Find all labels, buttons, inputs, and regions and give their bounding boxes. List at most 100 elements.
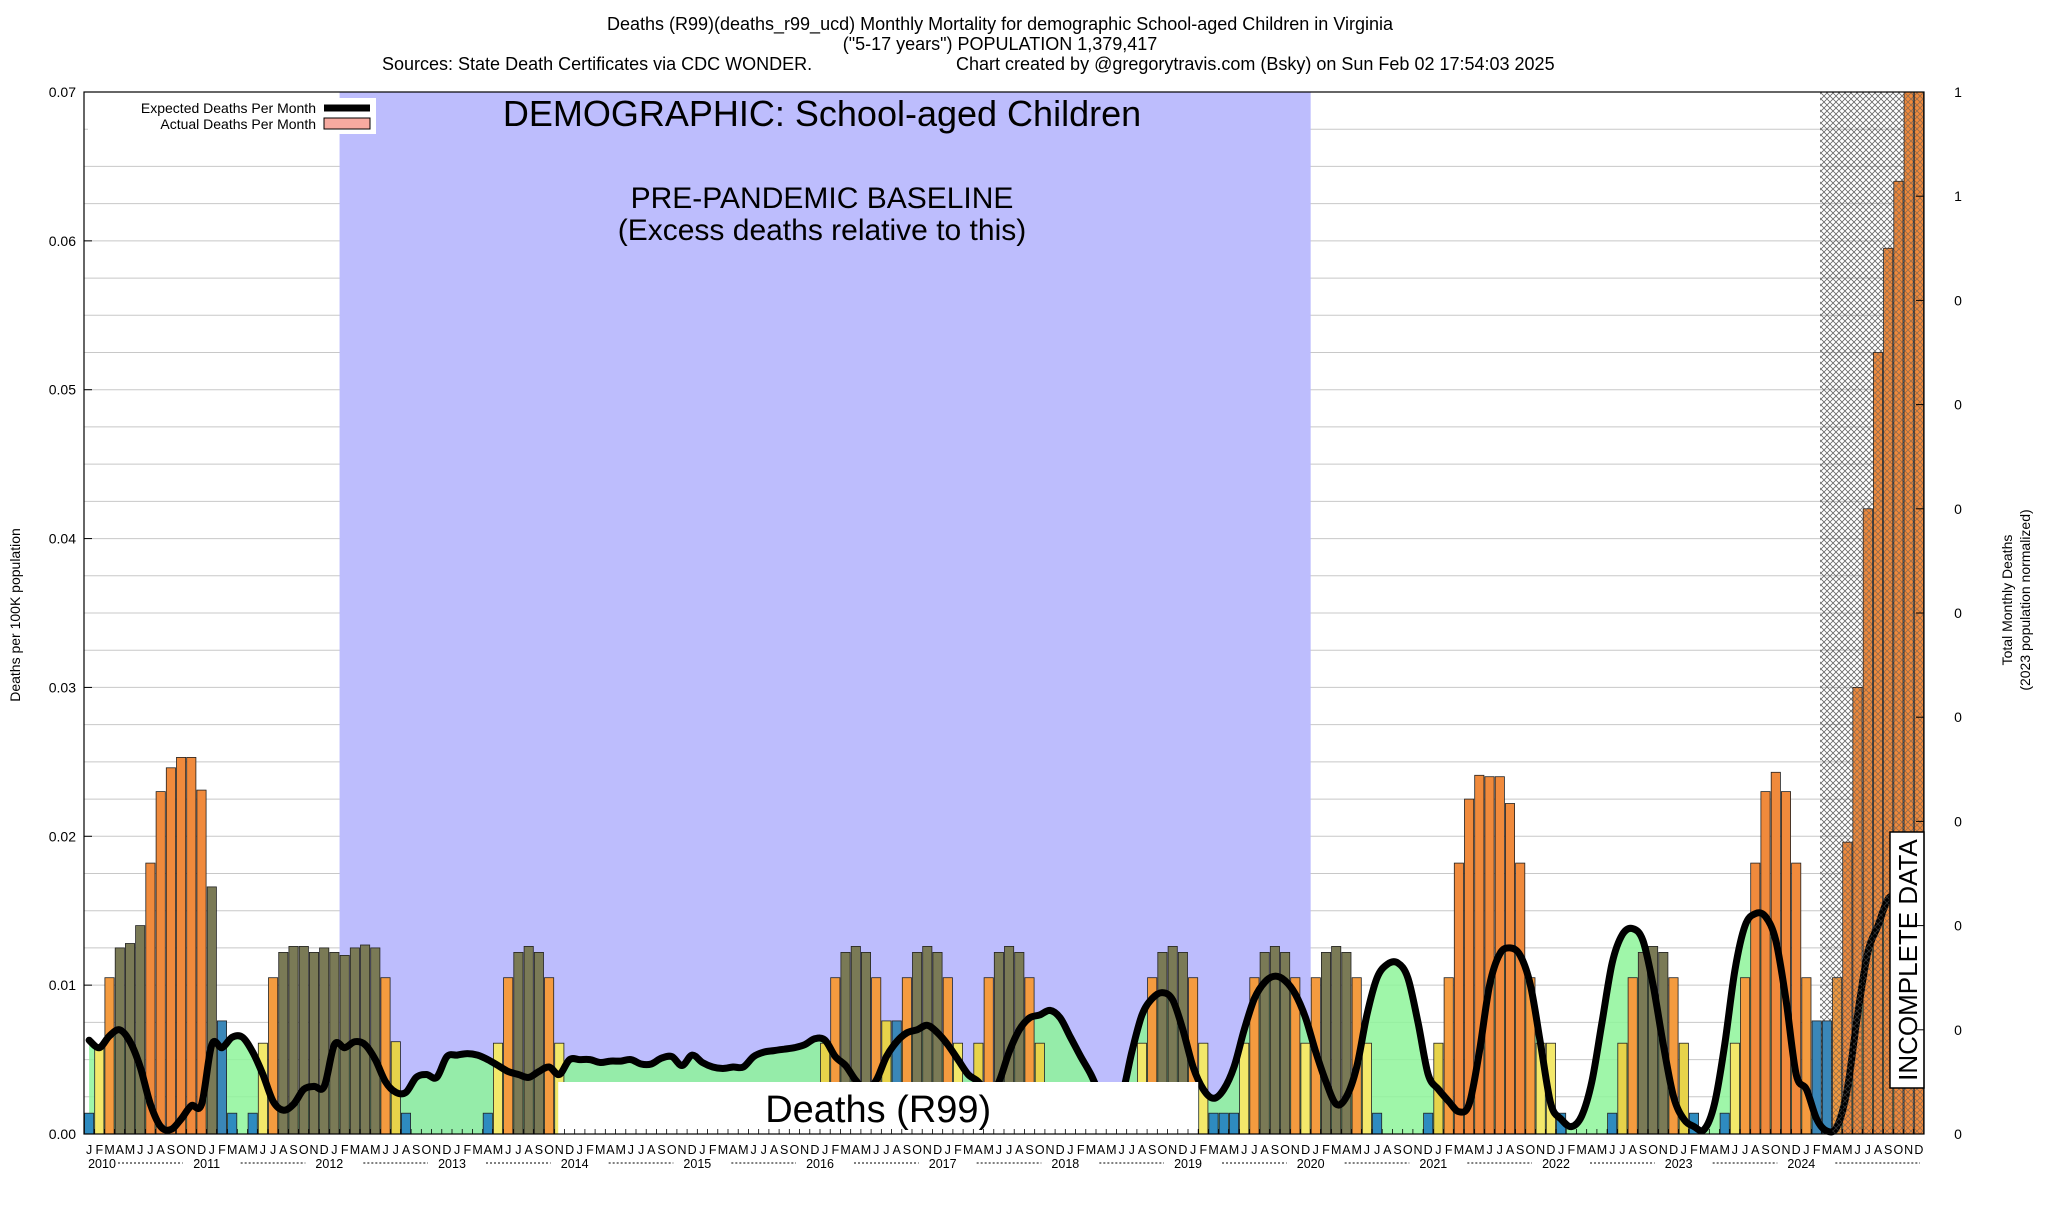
x-month-label: D <box>1792 1143 1801 1157</box>
x-year-label: 2014 <box>561 1157 589 1171</box>
x-month-label: F <box>1690 1143 1698 1157</box>
x-month-label: J <box>86 1143 92 1157</box>
x-month-label: O <box>1771 1143 1781 1157</box>
chart-credit: Chart created by @gregorytravis.com (Bsk… <box>956 54 1555 74</box>
actual-deaths-bar <box>155 791 166 1135</box>
x-month-label: J <box>883 1143 889 1157</box>
baseline-annotation-line-2: (Excess deaths relative to this) <box>618 214 1027 247</box>
x-year-label: 2011 <box>193 1157 220 1171</box>
x-month-label: J <box>638 1143 644 1157</box>
x-month-label: N <box>309 1143 318 1157</box>
x-month-label: J <box>1865 1143 1871 1157</box>
x-month-label: J <box>1486 1143 1492 1157</box>
x-month-label: A <box>402 1143 411 1157</box>
x-month-label: O <box>176 1143 186 1157</box>
y2-tick-label: 0 <box>1954 605 1962 621</box>
x-month-label: N <box>1659 1143 1668 1157</box>
x-month-label: J <box>1118 1143 1124 1157</box>
actual-deaths-bar <box>216 1020 227 1135</box>
x-month-label: O <box>1648 1143 1658 1157</box>
y-axis-label: Deaths per 100K population <box>7 528 23 702</box>
x-month-label: M <box>1454 1143 1464 1157</box>
y2-axis-label-line-1: Total Monthly Deaths <box>1999 535 2015 666</box>
legend-label-expected: Expected Deaths Per Month <box>141 100 316 116</box>
x-month-label: S <box>289 1143 297 1157</box>
x-month-label: M <box>1699 1143 1709 1157</box>
x-month-label: D <box>1056 1143 1065 1157</box>
y2-tick-label: 0 <box>1954 709 1962 725</box>
x-month-label: M <box>861 1143 871 1157</box>
incomplete-label-box <box>1889 831 1925 1089</box>
x-month-label: J <box>1742 1143 1748 1157</box>
x-year-label: 2015 <box>683 1157 711 1171</box>
x-month-label: N <box>187 1143 196 1157</box>
x-month-label: S <box>903 1143 911 1157</box>
y-tick-label: 0.07 <box>49 84 76 100</box>
x-month-label: S <box>1761 1143 1769 1157</box>
x-month-label: M <box>227 1143 237 1157</box>
x-month-label: M <box>840 1143 850 1157</box>
actual-deaths-bar <box>533 952 544 1135</box>
x-month-label: N <box>677 1143 686 1157</box>
x-month-label: J <box>699 1143 705 1157</box>
x-month-label: D <box>197 1143 206 1157</box>
actual-deaths-bar <box>186 757 197 1135</box>
y2-tick-label: 0 <box>1954 501 1962 517</box>
actual-deaths-bar <box>1372 1112 1383 1135</box>
actual-deaths-bar <box>1341 952 1352 1135</box>
x-month-label: M <box>1719 1143 1729 1157</box>
x-month-label: M <box>104 1143 114 1157</box>
x-month-label: J <box>382 1143 388 1157</box>
x-month-label: A <box>1342 1143 1351 1157</box>
y-tick-label: 0.03 <box>49 679 76 695</box>
x-month-label: A <box>852 1143 861 1157</box>
y-tick-label: 0.01 <box>49 977 76 993</box>
x-month-label: O <box>1158 1143 1168 1157</box>
actual-deaths-bar <box>370 947 381 1135</box>
x-month-label: O <box>1403 1143 1413 1157</box>
actual-deaths-bar <box>176 757 187 1135</box>
cause-label: Deaths (R99) <box>765 1089 991 1131</box>
actual-deaths-bar <box>1740 977 1751 1135</box>
actual-deaths-bar <box>503 977 514 1135</box>
x-month-label: O <box>667 1143 677 1157</box>
x-month-label: J <box>209 1143 215 1157</box>
x-year-label: 2018 <box>1051 1157 1079 1171</box>
actual-deaths-bar <box>165 767 176 1135</box>
y2-tick-label: 1 <box>1954 188 1962 204</box>
incomplete-bar-hatch <box>1904 92 1914 1134</box>
x-month-label: D <box>1546 1143 1555 1157</box>
actual-deaths-bar <box>1821 1020 1832 1135</box>
x-month-label: D <box>688 1143 697 1157</box>
x-month-label: M <box>247 1143 257 1157</box>
x-month-label: F <box>1199 1143 1207 1157</box>
x-month-label: J <box>1854 1143 1860 1157</box>
actual-deaths-bar <box>319 947 330 1135</box>
actual-deaths-bar <box>1239 1042 1250 1135</box>
incomplete-bar-hatch <box>1873 352 1883 1134</box>
actual-deaths-bar <box>523 946 534 1135</box>
x-month-label: J <box>515 1143 521 1157</box>
x-month-label: J <box>1609 1143 1615 1157</box>
x-year-label: 2016 <box>806 1157 834 1171</box>
y2-tick-label: 0 <box>1954 813 1962 829</box>
x-month-label: S <box>1393 1143 1401 1157</box>
y-tick-label: 0.05 <box>49 382 76 398</box>
x-month-label: J <box>750 1143 756 1157</box>
x-month-label: M <box>983 1143 993 1157</box>
x-month-label: F <box>709 1143 717 1157</box>
x-month-label: M <box>1331 1143 1341 1157</box>
x-month-label: M <box>1351 1143 1361 1157</box>
y2-tick-label: 0 <box>1954 1022 1962 1038</box>
x-month-label: D <box>1178 1143 1187 1157</box>
actual-deaths-bar <box>1208 1112 1219 1135</box>
x-month-label: J <box>1681 1143 1687 1157</box>
x-month-label: A <box>1506 1143 1515 1157</box>
x-month-label: D <box>810 1143 819 1157</box>
x-month-label: D <box>1669 1143 1678 1157</box>
x-month-label: J <box>1129 1143 1135 1157</box>
x-year-label: 2019 <box>1174 1157 1202 1171</box>
incomplete-bar-hatch <box>1883 248 1893 1135</box>
x-month-label: A <box>484 1143 493 1157</box>
